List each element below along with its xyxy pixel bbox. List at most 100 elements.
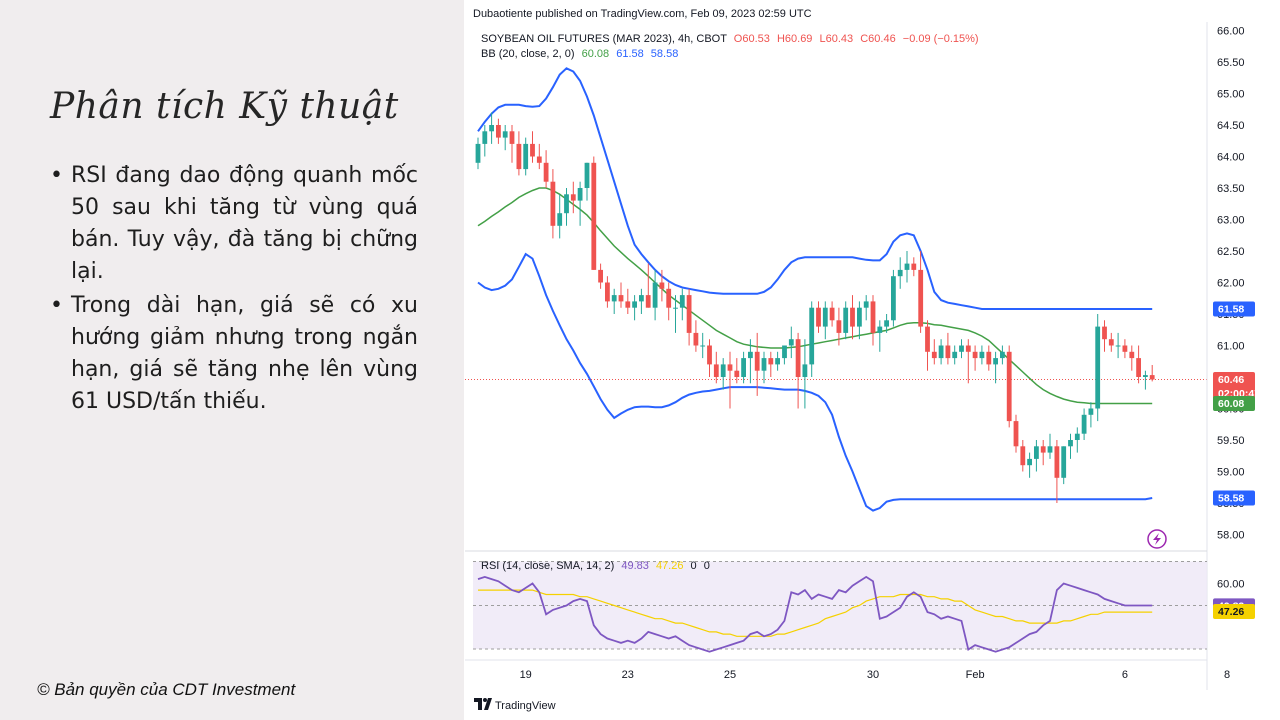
- candle[interactable]: [748, 339, 753, 384]
- candle[interactable]: [850, 295, 855, 340]
- candle[interactable]: [707, 339, 712, 377]
- candle[interactable]: [1047, 433, 1053, 459]
- candle[interactable]: [1006, 345, 1012, 428]
- candle[interactable]: [618, 282, 624, 308]
- candle[interactable]: [1054, 440, 1060, 503]
- candle[interactable]: [1129, 345, 1135, 371]
- candle[interactable]: [931, 339, 937, 365]
- candle[interactable]: [625, 288, 631, 314]
- candle[interactable]: [897, 257, 903, 289]
- candle[interactable]: [1122, 339, 1128, 359]
- tradingview-logo-icon[interactable]: TradingView: [474, 698, 556, 712]
- candle[interactable]: [822, 301, 828, 340]
- candle[interactable]: [1000, 345, 1005, 365]
- candle[interactable]: [509, 125, 515, 163]
- candle[interactable]: [557, 194, 563, 239]
- candle[interactable]: [761, 351, 767, 384]
- candle[interactable]: [666, 282, 672, 321]
- candle[interactable]: [918, 251, 924, 333]
- candle[interactable]: [632, 295, 637, 321]
- candle[interactable]: [523, 137, 529, 176]
- candle[interactable]: [979, 345, 985, 365]
- candle[interactable]: [570, 181, 576, 214]
- candle[interactable]: [1108, 332, 1114, 352]
- candle[interactable]: [536, 143, 542, 170]
- candle[interactable]: [1143, 370, 1148, 390]
- candle[interactable]: [925, 320, 930, 371]
- price-pane[interactable]: 66.00 65.50 65.00 64.50 64.00 63.50 63.00 62.50…: [465, 22, 1260, 690]
- candle[interactable]: [639, 288, 644, 314]
- candle[interactable]: [788, 326, 794, 359]
- candle[interactable]: [911, 257, 917, 277]
- candle[interactable]: [727, 351, 733, 409]
- candle[interactable]: [816, 301, 821, 333]
- candle[interactable]: [1074, 427, 1080, 453]
- candle[interactable]: [891, 269, 896, 327]
- time-axis[interactable]: 19 23 25 30 Feb 6 8: [465, 659, 1230, 681]
- chart-canvas[interactable]: Dubaotiente published on TradingView.com…: [465, 0, 1280, 720]
- candle[interactable]: [1102, 320, 1107, 352]
- candle[interactable]: [965, 339, 971, 384]
- candle[interactable]: [945, 332, 951, 365]
- candle[interactable]: [611, 288, 617, 314]
- candle[interactable]: [993, 351, 998, 384]
- candle[interactable]: [795, 332, 801, 409]
- candle[interactable]: [809, 301, 815, 377]
- candle[interactable]: [802, 339, 808, 409]
- candle[interactable]: [530, 131, 535, 163]
- rsi-pane[interactable]: 60.00 49.83 47.26: [473, 561, 1255, 653]
- candle[interactable]: [659, 269, 665, 302]
- candle[interactable]: [829, 301, 835, 327]
- candle[interactable]: [754, 332, 760, 396]
- candle[interactable]: [843, 301, 849, 340]
- candle[interactable]: [1013, 414, 1019, 453]
- candle[interactable]: [857, 301, 862, 340]
- candle[interactable]: [584, 162, 590, 201]
- candle[interactable]: [700, 332, 706, 359]
- candle[interactable]: [1081, 408, 1087, 441]
- candle[interactable]: [489, 112, 494, 144]
- candle[interactable]: [972, 345, 978, 371]
- candle[interactable]: [1020, 440, 1026, 472]
- candle[interactable]: [1095, 314, 1101, 422]
- candle[interactable]: [475, 137, 481, 170]
- candle[interactable]: [782, 345, 787, 365]
- candle[interactable]: [775, 351, 780, 371]
- candle[interactable]: [686, 288, 692, 346]
- candle[interactable]: [516, 131, 522, 176]
- tradingview-chart[interactable]: Dubaotiente published on TradingView.com…: [465, 0, 1280, 720]
- candle[interactable]: [884, 314, 889, 333]
- candle[interactable]: [1068, 433, 1073, 459]
- candle[interactable]: [986, 345, 992, 371]
- candle[interactable]: [1149, 365, 1155, 382]
- candle[interactable]: [1088, 402, 1094, 428]
- candle[interactable]: [904, 251, 910, 283]
- candle[interactable]: [543, 150, 549, 188]
- candle[interactable]: [1061, 446, 1067, 485]
- candle[interactable]: [734, 358, 740, 384]
- lightning-icon[interactable]: [1147, 529, 1167, 549]
- candle[interactable]: [482, 125, 488, 157]
- candle[interactable]: [598, 263, 603, 289]
- candle[interactable]: [679, 288, 685, 321]
- candle[interactable]: [591, 156, 597, 270]
- candle[interactable]: [673, 295, 678, 333]
- candle[interactable]: [645, 263, 651, 308]
- candle[interactable]: [605, 276, 610, 308]
- candle[interactable]: [1034, 440, 1039, 472]
- candle[interactable]: [870, 295, 876, 346]
- candle[interactable]: [768, 351, 774, 377]
- candle[interactable]: [502, 125, 508, 151]
- candle[interactable]: [652, 269, 658, 321]
- candle[interactable]: [952, 345, 958, 365]
- candle[interactable]: [693, 320, 699, 352]
- candle[interactable]: [938, 339, 944, 365]
- candle[interactable]: [577, 181, 583, 226]
- candle[interactable]: [1115, 332, 1121, 359]
- candle[interactable]: [550, 169, 556, 239]
- candle[interactable]: [720, 358, 726, 390]
- candle[interactable]: [959, 339, 964, 359]
- candle[interactable]: [1136, 345, 1141, 384]
- candle[interactable]: [836, 307, 842, 346]
- candle[interactable]: [564, 188, 569, 226]
